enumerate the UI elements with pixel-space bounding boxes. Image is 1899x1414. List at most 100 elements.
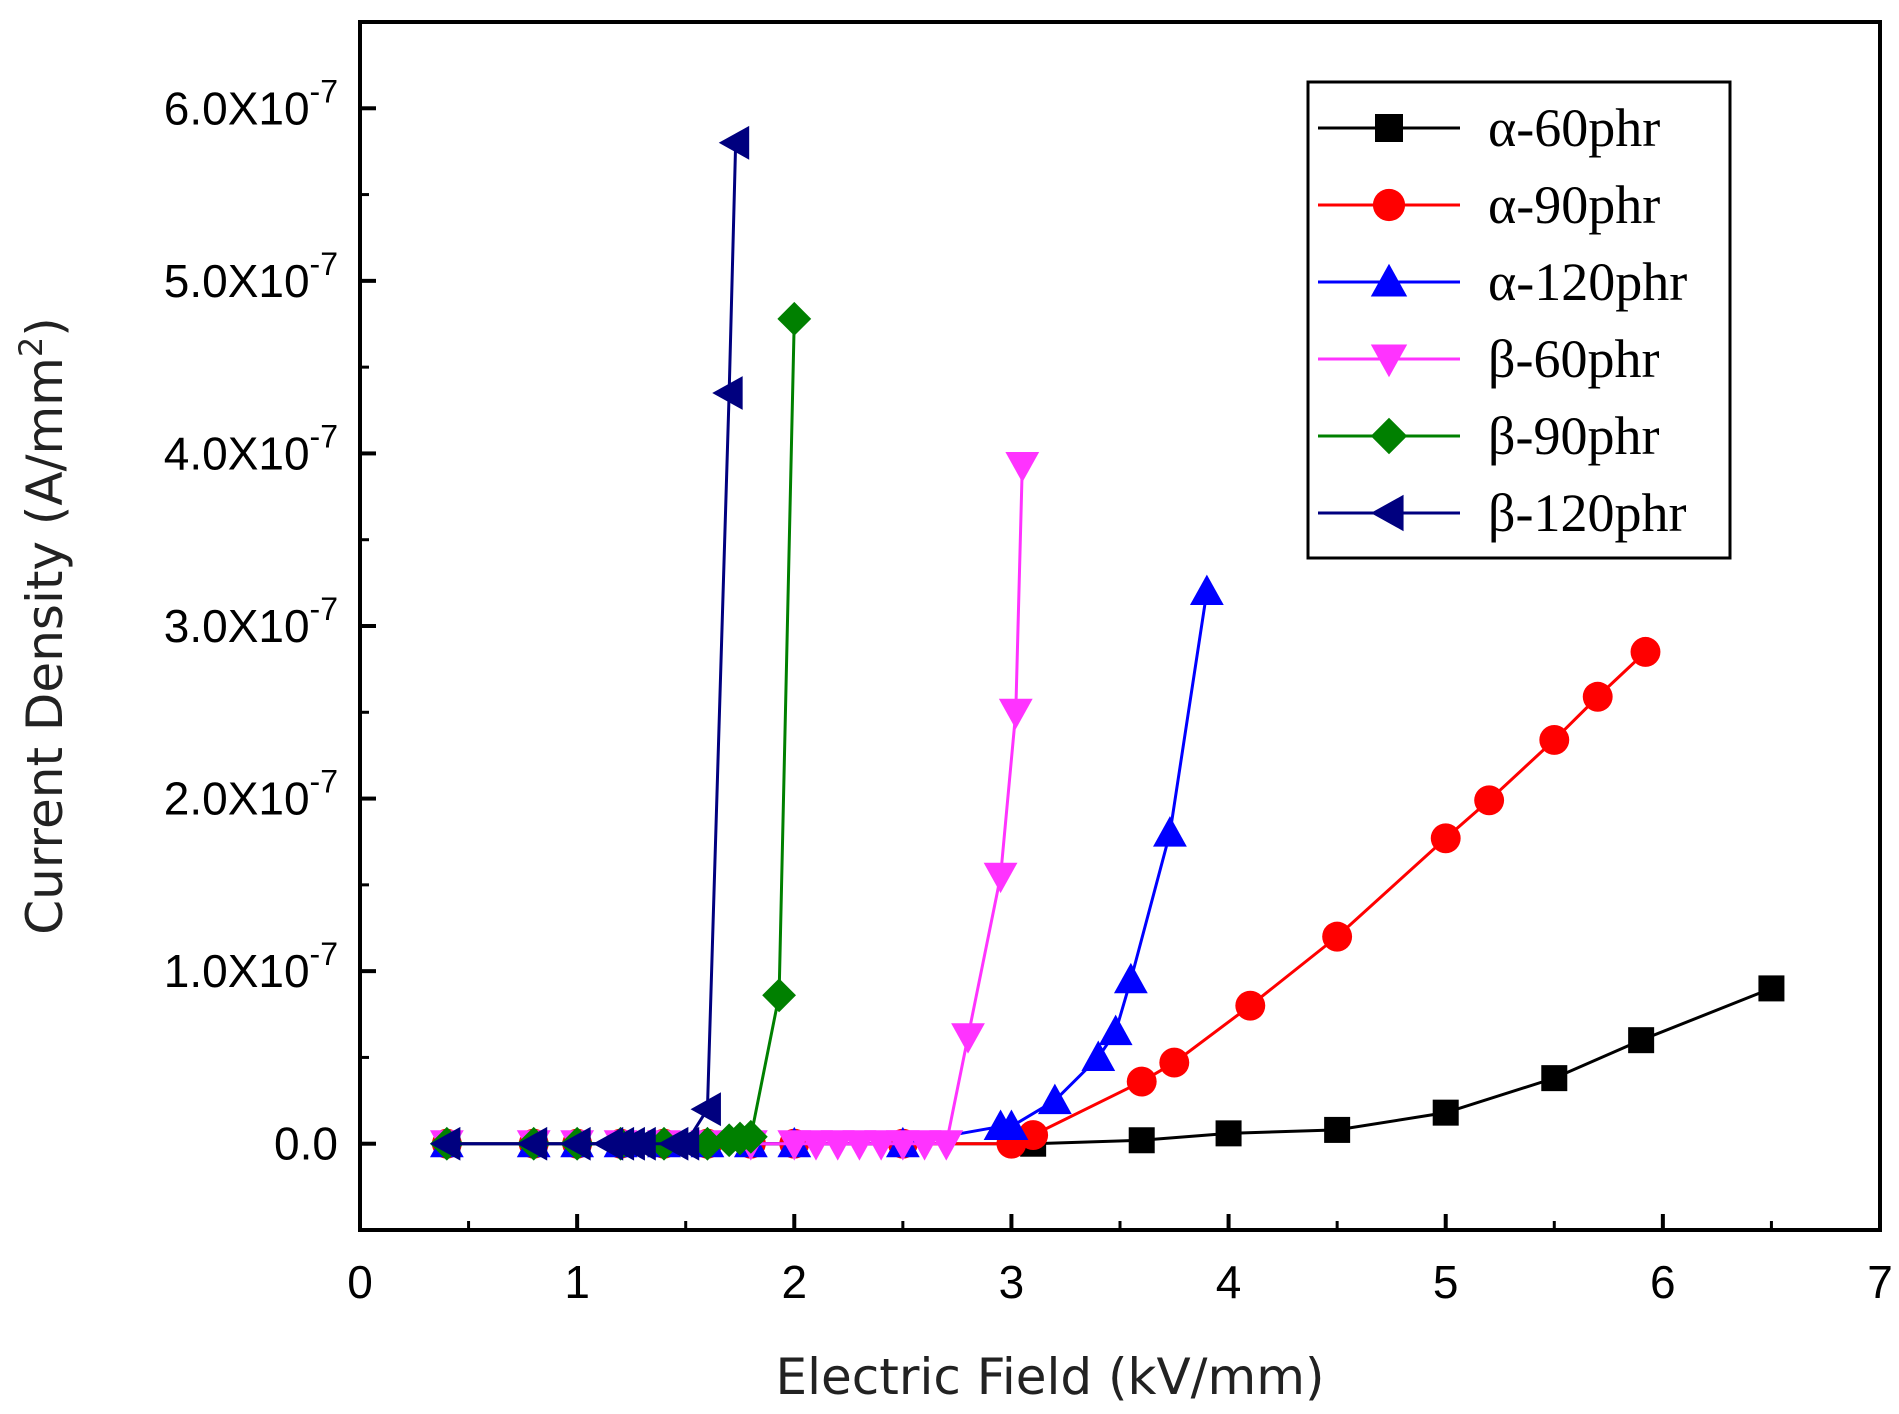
legend-marker	[1370, 263, 1408, 297]
data-point	[718, 125, 750, 160]
y-tick-label: 3.0X10-7	[164, 591, 338, 652]
y-tick-label: 5.0X10-7	[164, 246, 338, 307]
series-6	[429, 125, 750, 1161]
legend-item: β-120phr	[1318, 483, 1686, 543]
data-point	[951, 1023, 985, 1054]
plot-frame	[358, 20, 1882, 1232]
data-point	[762, 978, 796, 1013]
data-point	[1018, 1120, 1049, 1151]
data-point	[994, 1109, 1029, 1140]
y-axis-title-end: )	[16, 317, 74, 337]
y-axis-title-sup: 2	[12, 337, 50, 357]
legend-label: β-90phr	[1488, 406, 1659, 466]
data-point	[1539, 724, 1570, 755]
x-tick-label: 3	[999, 1256, 1025, 1308]
legend-label: α-120phr	[1488, 252, 1687, 312]
data-point	[1324, 1116, 1351, 1143]
data-point	[690, 1092, 721, 1127]
y-axis-title: Current Density (A/mm2)	[12, 317, 74, 935]
legend-label: β-60phr	[1488, 329, 1659, 389]
x-tick-label: 5	[1433, 1256, 1459, 1308]
data-point	[1582, 681, 1613, 712]
data-point	[1758, 975, 1785, 1002]
data-point	[885, 1130, 920, 1161]
y-tick-label-base: 6.0X10	[164, 82, 310, 134]
y-tick-label-base: 1.0X10	[164, 945, 310, 997]
data-point	[1630, 636, 1661, 667]
y-tick-label-base: 3.0X10	[164, 600, 310, 652]
legend-label: β-120phr	[1488, 483, 1686, 543]
legend-marker	[1375, 114, 1403, 142]
x-tick-label: 4	[1216, 1256, 1242, 1308]
data-point	[1005, 451, 1040, 483]
data-point	[1215, 1120, 1242, 1147]
y-axis-title-main: Current Density (A/mm	[16, 357, 74, 935]
y-tick-label-exponent: -7	[310, 764, 338, 800]
data-point	[1126, 1066, 1157, 1097]
y-tick-label-exponent: -7	[310, 73, 338, 109]
y-tick-label-exponent: -7	[310, 246, 338, 282]
data-point	[983, 862, 1018, 894]
x-axis-title: Electric Field (kV/mm)	[776, 1348, 1325, 1406]
data-point	[1474, 785, 1505, 816]
legend-marker	[1370, 494, 1404, 532]
y-tick-label: 2.0X10-7	[164, 764, 338, 825]
data-point	[625, 1126, 656, 1161]
y-tick-label-base: 0.0	[274, 1118, 338, 1170]
x-tick-label: 0	[347, 1256, 373, 1308]
legend-item: α-90phr	[1318, 175, 1660, 235]
data-point	[1159, 1047, 1190, 1078]
data-point	[516, 1126, 548, 1161]
legend-item: β-60phr	[1318, 329, 1659, 389]
x-tick-label: 6	[1650, 1256, 1676, 1308]
data-point	[733, 1119, 768, 1154]
data-point	[1235, 990, 1266, 1021]
y-axis-title-group: Current Density (A/mm2)	[12, 317, 74, 935]
data-point	[1430, 823, 1461, 854]
legend-marker	[1370, 344, 1408, 378]
y-tick-label-base: 4.0X10	[164, 427, 310, 479]
data-point	[1628, 1027, 1655, 1054]
y-tick-label-base: 2.0X10	[164, 773, 310, 825]
y-tick-label-exponent: -7	[310, 418, 338, 454]
data-point	[929, 1130, 964, 1161]
y-tick-label-base: 5.0X10	[164, 255, 310, 307]
legend-marker	[1370, 417, 1408, 455]
data-point	[842, 1130, 877, 1161]
x-tick-label: 1	[564, 1256, 590, 1308]
data-point	[1128, 1127, 1155, 1154]
data-point	[1113, 962, 1148, 994]
legend-marker	[1372, 188, 1406, 222]
data-point	[777, 301, 812, 336]
y-tick-label-exponent: -7	[310, 591, 338, 627]
data-point	[820, 1130, 855, 1161]
legend-item: α-60phr	[1318, 98, 1660, 158]
legend-label: α-60phr	[1488, 98, 1660, 158]
data-point	[998, 698, 1033, 730]
data-point	[1037, 1083, 1072, 1115]
data-point	[1081, 1040, 1116, 1071]
x-tick-label: 2	[781, 1256, 807, 1308]
data-point	[777, 1130, 812, 1161]
data-point	[1153, 816, 1187, 847]
y-tick-label-exponent: -7	[310, 936, 338, 972]
data-point	[1432, 1099, 1459, 1126]
legend-item: α-120phr	[1318, 252, 1687, 312]
data-point	[799, 1130, 833, 1161]
legend-label: α-90phr	[1488, 175, 1660, 235]
data-point	[429, 1126, 461, 1161]
data-point	[1098, 1014, 1133, 1046]
data-point	[864, 1130, 899, 1161]
data-point	[1189, 574, 1224, 606]
legend-box	[1306, 80, 1732, 560]
y-tick-label: 4.0X10-7	[164, 418, 338, 479]
data-point	[668, 1126, 700, 1161]
y-tick-label: 0.0	[274, 1118, 338, 1170]
legend: α-60phr α-90phr α-120phr β-60phr β-90phr β-12…	[1306, 80, 1732, 560]
y-tick-label: 1.0X10-7	[164, 936, 338, 997]
legend-item: β-90phr	[1318, 406, 1659, 466]
series-layer	[429, 125, 1785, 1161]
x-tick-label: 7	[1867, 1256, 1893, 1308]
data-point	[560, 1126, 591, 1161]
